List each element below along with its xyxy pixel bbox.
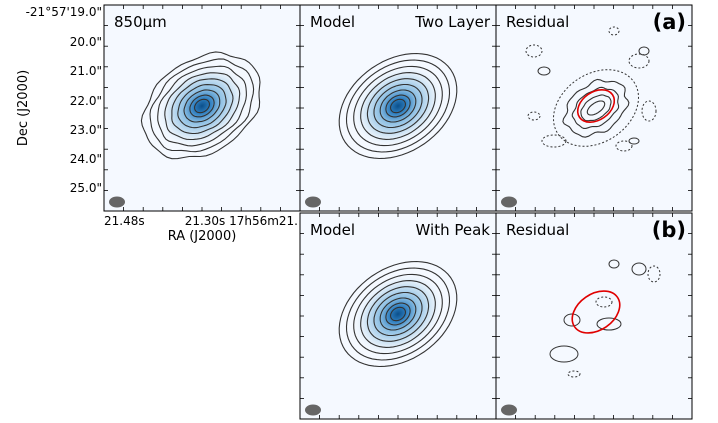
panel-label: Model bbox=[310, 221, 355, 239]
panel-tag: (b) bbox=[652, 218, 686, 242]
positive-contour bbox=[563, 313, 581, 327]
negative-contour bbox=[628, 53, 650, 69]
positive-contour bbox=[549, 345, 579, 363]
positive-contour bbox=[628, 137, 640, 145]
contour-line bbox=[345, 267, 451, 361]
negative-contour bbox=[567, 370, 581, 378]
positive-contour bbox=[608, 259, 620, 269]
contour-line bbox=[157, 65, 247, 147]
positive-contour bbox=[596, 317, 622, 331]
contour-line bbox=[390, 306, 406, 322]
y-tick-labels: -21°57'19.0" 20.0" 21.0" 22.0" 23.0" 24.0" 25.… bbox=[26, 5, 102, 195]
panel-model-with-peak: Model With Peak bbox=[299, 212, 497, 420]
contour-line bbox=[562, 78, 630, 138]
panel-background bbox=[496, 213, 692, 419]
contour-line bbox=[379, 89, 417, 123]
negative-contour bbox=[608, 26, 620, 36]
contour-line bbox=[580, 94, 612, 122]
panel-label: Residual bbox=[506, 221, 569, 239]
negative-contour bbox=[641, 100, 657, 122]
contour-line bbox=[586, 100, 606, 116]
contour-line bbox=[338, 260, 458, 368]
y-tick-label: 22.0" bbox=[70, 94, 102, 108]
contour-line bbox=[366, 286, 430, 342]
positive-contour bbox=[631, 262, 647, 276]
panel-model-two-layer: Model Two Layer bbox=[299, 4, 497, 212]
beam-ellipse bbox=[305, 404, 321, 416]
panels: 850μm Model Two Layer Residual (a) Model With … bbox=[103, 4, 693, 420]
contour-line bbox=[571, 86, 620, 129]
contour-line bbox=[345, 59, 451, 153]
y-tick-label: 23.0" bbox=[70, 123, 102, 137]
panel-residual-b: Residual (b) bbox=[495, 212, 693, 420]
x-tick-label: 17h56m21. bbox=[229, 214, 298, 228]
contour-line bbox=[140, 51, 261, 160]
contour-line bbox=[360, 72, 436, 140]
positive-contour bbox=[638, 46, 650, 56]
emission-image bbox=[351, 63, 445, 149]
contour-line bbox=[194, 98, 210, 114]
beam-ellipse bbox=[305, 196, 321, 208]
contour-line bbox=[164, 72, 241, 141]
x-axis-title: RA (J2000) bbox=[168, 229, 237, 244]
contour-line bbox=[373, 291, 423, 337]
negative-contour bbox=[527, 111, 541, 121]
contour-line bbox=[373, 83, 423, 129]
contour-line bbox=[360, 280, 436, 348]
beam-ellipse bbox=[501, 404, 517, 416]
x-tick-label: 21.30s bbox=[185, 214, 226, 228]
contour-line bbox=[189, 94, 215, 118]
red-ellipse bbox=[576, 89, 616, 123]
contour-line bbox=[171, 78, 234, 135]
x-tick-label: 21.48s bbox=[104, 214, 145, 228]
contour-line bbox=[353, 273, 443, 355]
panel-label: 850μm bbox=[114, 13, 167, 31]
panel-frame bbox=[495, 4, 693, 212]
x-tick-labels: 21.48s 21.30s 17h56m21. bbox=[104, 214, 298, 228]
panel-label: Residual bbox=[506, 13, 569, 31]
panel-label-right: With Peak bbox=[416, 221, 491, 239]
panel-label: Model bbox=[310, 13, 355, 31]
panel-residual-a: Residual (a) bbox=[495, 4, 693, 212]
y-tick-label: -21°57'19.0" bbox=[26, 5, 102, 19]
positive-contour bbox=[537, 66, 551, 76]
panel-background bbox=[496, 5, 692, 211]
y-axis-title: Dec (J2000) bbox=[16, 70, 31, 146]
contour-line bbox=[177, 84, 227, 129]
panel-tag: (a) bbox=[653, 10, 686, 34]
emission-image bbox=[155, 63, 249, 149]
panel-frame bbox=[495, 212, 693, 420]
contour-line bbox=[385, 94, 411, 118]
beam-ellipse bbox=[501, 196, 517, 208]
red-ellipse bbox=[571, 290, 621, 334]
beam-ellipse bbox=[109, 196, 125, 208]
emission-image bbox=[351, 271, 445, 357]
negative-contour bbox=[615, 140, 633, 152]
y-tick-label: 24.0" bbox=[70, 152, 102, 166]
contour-line bbox=[390, 98, 406, 114]
contour-line bbox=[183, 89, 221, 123]
contour-line bbox=[379, 297, 417, 331]
y-tick-label: 25.0" bbox=[70, 181, 102, 195]
negative-contour bbox=[525, 44, 543, 58]
negative-contour bbox=[553, 69, 639, 147]
contour-line bbox=[149, 58, 255, 153]
panel-data: 850μm bbox=[103, 4, 301, 212]
negative-contour bbox=[647, 265, 661, 283]
negative-contour bbox=[541, 134, 567, 148]
contour-line bbox=[353, 65, 443, 147]
contour-line bbox=[338, 52, 458, 160]
y-tick-label: 20.0" bbox=[70, 35, 102, 49]
contour-line bbox=[366, 78, 430, 134]
y-tick-label: 21.0" bbox=[70, 64, 102, 78]
negative-contour bbox=[595, 296, 613, 308]
panel-label-right: Two Layer bbox=[414, 13, 491, 31]
contour-line bbox=[385, 302, 411, 326]
